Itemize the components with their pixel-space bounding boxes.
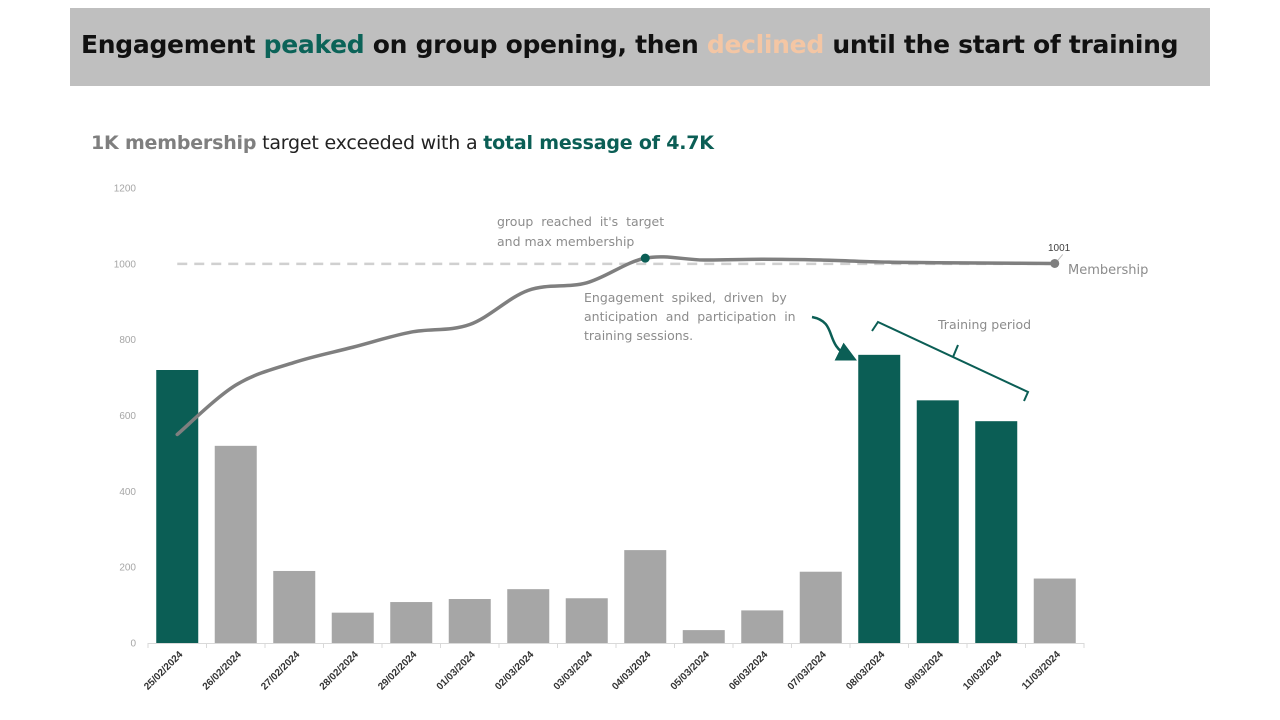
spike-annotation-line1: Engagement spiked, driven by xyxy=(584,290,787,305)
y-tick-label: 1200 xyxy=(114,184,137,195)
y-tick-label: 600 xyxy=(119,411,136,422)
bar-04-03-2024 xyxy=(624,550,667,643)
spike-arrow xyxy=(811,315,857,361)
membership-series-label: Membership xyxy=(1068,263,1148,278)
title-part1: Engagement xyxy=(81,30,264,59)
x-tick-label: 28/02/2024 xyxy=(318,649,361,692)
spike-annotation-line2: anticipation and participation in xyxy=(584,309,796,324)
y-tick-label: 400 xyxy=(119,487,136,498)
title-peaked: peaked xyxy=(263,30,365,59)
bar-03-03-2024 xyxy=(565,598,608,643)
bar-05-03-2024 xyxy=(682,630,725,643)
chart-subtitle: 1K membership target exceeded with a tot… xyxy=(91,132,714,154)
training-bracket-tick xyxy=(952,344,959,358)
title-part2: on group opening, then xyxy=(364,30,707,59)
bar-26-02-2024 xyxy=(214,445,257,643)
y-axis: 0 200 400 600 800 1000 1200 xyxy=(114,184,137,650)
bar-02-03-2024 xyxy=(507,589,550,643)
bar-06-03-2024 xyxy=(741,610,784,643)
bar-10-03-2024 xyxy=(975,421,1018,643)
y-tick-label: 800 xyxy=(119,335,136,346)
bar-27-02-2024 xyxy=(273,570,316,643)
y-tick-label: 1000 xyxy=(114,259,137,270)
bar-08-03-2024 xyxy=(858,354,901,643)
membership-target-point xyxy=(640,253,650,263)
title-declined: declined xyxy=(706,30,824,59)
x-tick-label: 03/03/2024 xyxy=(552,649,595,692)
bar-29-02-2024 xyxy=(390,602,433,643)
bar-11-03-2024 xyxy=(1033,578,1076,643)
subtitle-middle: target exceeded with a xyxy=(256,132,484,154)
x-tick-label: 29/02/2024 xyxy=(376,649,419,692)
bar-09-03-2024 xyxy=(916,400,959,643)
x-tick-label: 06/03/2024 xyxy=(727,649,770,692)
bar-01-03-2024 xyxy=(448,599,491,643)
target-annotation-line2: and max membership xyxy=(497,234,634,249)
x-tick-label: 25/02/2024 xyxy=(142,649,185,692)
subtitle-total-messages: total message of 4.7K xyxy=(483,132,714,154)
x-tick-label: 01/03/2024 xyxy=(435,649,478,692)
x-tick-label: 09/03/2024 xyxy=(903,649,946,692)
x-tick-label: 08/03/2024 xyxy=(844,649,887,692)
title-banner: Engagement peaked on group opening, then… xyxy=(70,8,1210,86)
membership-end-label: 1001 xyxy=(1048,243,1071,254)
x-axis-labels: 25/02/2024 26/02/2024 27/02/2024 28/02/2024… xyxy=(142,649,1063,692)
membership-line xyxy=(175,255,1057,437)
x-tick-label: 10/03/2024 xyxy=(961,649,1004,692)
x-tick-label: 26/02/2024 xyxy=(201,649,244,692)
end-label-leader xyxy=(1057,254,1064,261)
bar-25-02-2024 xyxy=(156,370,199,643)
target-annotation-line1: group reached it's target xyxy=(497,214,664,229)
title-part3: until the start of training xyxy=(823,30,1179,59)
x-tick-label: 27/02/2024 xyxy=(259,649,302,692)
bar-07-03-2024 xyxy=(799,571,842,643)
page-title: Engagement peaked on group opening, then… xyxy=(81,30,1179,59)
x-tick-label: 04/03/2024 xyxy=(610,649,653,692)
x-tick-label: 05/03/2024 xyxy=(669,649,712,692)
bars xyxy=(156,354,1076,643)
x-tick-label: 02/03/2024 xyxy=(493,649,536,692)
y-tick-label: 0 xyxy=(130,639,136,650)
subtitle-membership: 1K membership xyxy=(91,132,257,154)
bar-28-02-2024 xyxy=(331,612,374,643)
training-period-label: Training period xyxy=(937,317,1031,332)
x-tick-label: 11/03/2024 xyxy=(1020,649,1063,692)
x-tick-label: 07/03/2024 xyxy=(786,649,829,692)
x-tick-marks xyxy=(147,643,1085,648)
spike-annotation-line3: training sessions. xyxy=(584,328,693,343)
y-tick-label: 200 xyxy=(119,563,136,574)
membership-end-point xyxy=(1050,258,1060,268)
